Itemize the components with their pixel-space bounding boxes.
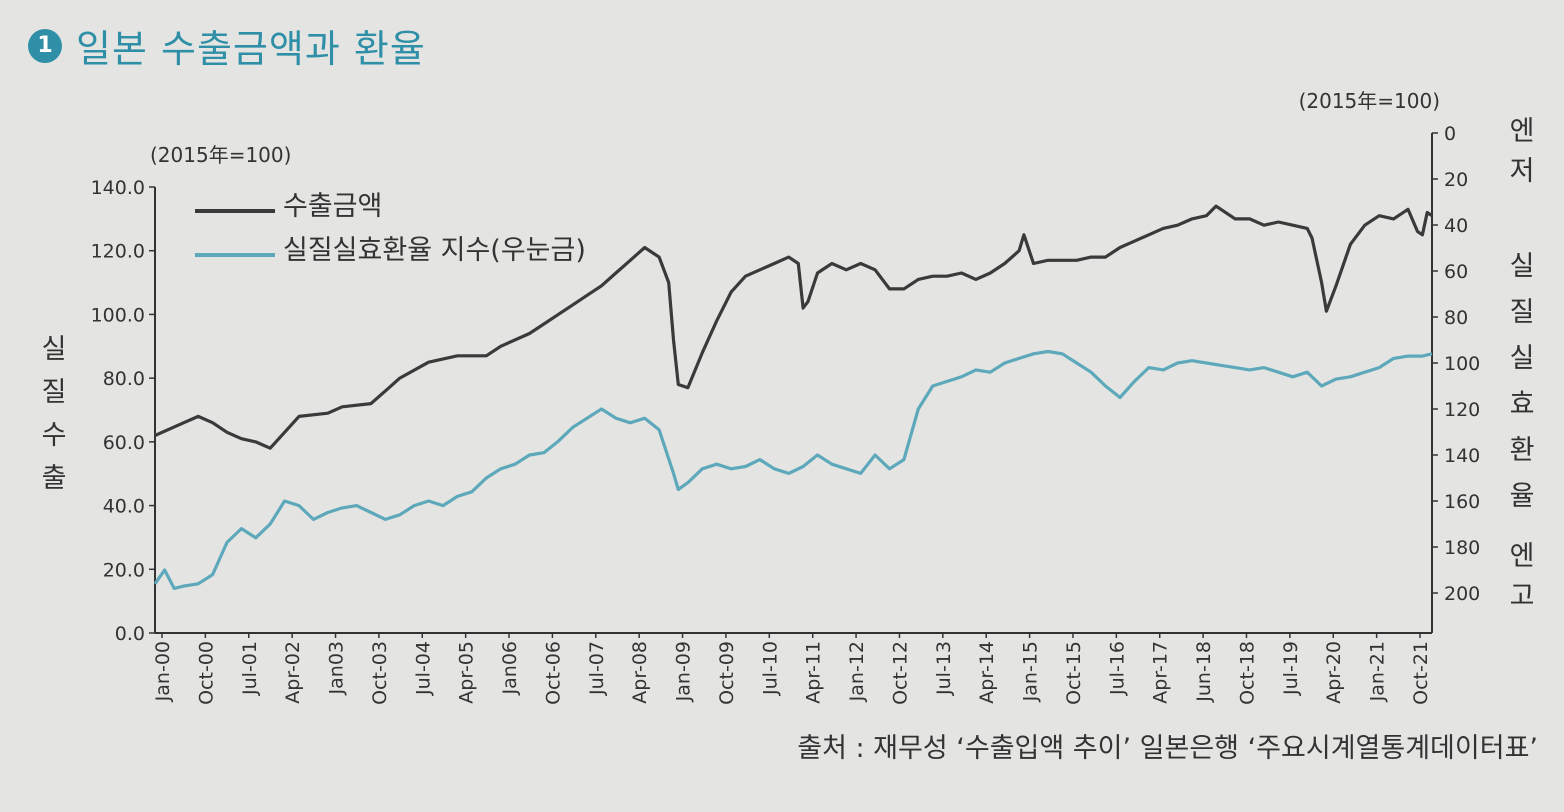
left-axis-label: 출 bbox=[42, 463, 67, 494]
x-tick-label: Jul-01 bbox=[239, 641, 261, 696]
left-axis-label: 수 bbox=[42, 420, 67, 451]
chart-heading: 1 일본 수출금액과 환율 bbox=[28, 18, 426, 73]
left-tick-label: 100.0 bbox=[91, 304, 145, 326]
x-tick-label: Apr-05 bbox=[456, 641, 478, 704]
x-tick-label: Oct-09 bbox=[716, 641, 738, 705]
x-tick-label: Jul-13 bbox=[933, 641, 955, 696]
right-axis-top-label: 엔 bbox=[1510, 116, 1535, 147]
left-unit-label: (2015年=100) bbox=[150, 143, 291, 167]
right-tick-label: 60 bbox=[1444, 261, 1468, 283]
x-tick-label: Apr-02 bbox=[282, 641, 304, 704]
x-tick-label: Apr-20 bbox=[1323, 641, 1345, 704]
right-tick-label: 20 bbox=[1444, 169, 1468, 191]
number-badge: 1 bbox=[28, 28, 62, 63]
right-tick-label: 140 bbox=[1444, 445, 1480, 467]
right-axis-label: 환 bbox=[1510, 435, 1535, 466]
right-axis-label: 효 bbox=[1510, 389, 1535, 420]
reer-series-line bbox=[153, 349, 1433, 590]
x-tick-label: Oct-21 bbox=[1410, 641, 1432, 705]
left-tick-label: 60.0 bbox=[103, 432, 145, 454]
x-tick-label: Jan03 bbox=[326, 641, 348, 695]
right-tick-label: 100 bbox=[1444, 353, 1480, 375]
left-tick-label: 20.0 bbox=[103, 559, 145, 581]
right-axis-label: 실 bbox=[1510, 251, 1535, 282]
x-tick-label: Jun-18 bbox=[1193, 641, 1215, 703]
left-axis-label: 질 bbox=[42, 377, 67, 408]
right-axis-bottom-label: 엔 bbox=[1510, 541, 1535, 572]
right-axis-bottom-label: 고 bbox=[1510, 581, 1535, 612]
x-tick-label: Oct-18 bbox=[1236, 641, 1258, 705]
left-tick-label: 140.0 bbox=[91, 177, 145, 199]
chart-title: 일본 수출금액과 환율 bbox=[76, 27, 426, 71]
x-tick-label: Jan-00 bbox=[152, 641, 174, 702]
left-tick-label: 80.0 bbox=[103, 368, 145, 390]
left-axis-label: 실 bbox=[42, 334, 67, 365]
right-axis-label: 율 bbox=[1510, 481, 1535, 512]
x-tick-label: Apr-14 bbox=[976, 641, 998, 704]
right-axis-label: 질 bbox=[1510, 297, 1535, 328]
x-tick-label: Jul-04 bbox=[412, 641, 434, 696]
legend-label-export: 수출금액 bbox=[283, 191, 382, 222]
right-axis-top-label: 저 bbox=[1510, 156, 1535, 187]
export-series-line bbox=[154, 204, 1433, 450]
x-tick-label: Oct-00 bbox=[195, 641, 217, 705]
x-tick-label: Jan-09 bbox=[673, 641, 695, 702]
x-tick-label: Jan06 bbox=[499, 641, 521, 695]
legend-label-reer: 실질실효환율 지수(우눈금) bbox=[283, 235, 586, 266]
right-tick-label: 0 bbox=[1444, 123, 1456, 145]
right-unit-label: (2015年=100) bbox=[1299, 89, 1440, 113]
x-tick-label: Jan-21 bbox=[1367, 641, 1389, 702]
right-tick-label: 80 bbox=[1444, 307, 1468, 329]
right-tick-label: 180 bbox=[1444, 537, 1480, 559]
x-tick-label: Apr-11 bbox=[803, 641, 825, 704]
x-tick-label: Oct-03 bbox=[369, 641, 391, 705]
right-tick-label: 160 bbox=[1444, 491, 1480, 513]
source-note: 출처 : 재무성 ‘수출입액 추이’ 일본은행 ‘주요시계열통계데이터표’ bbox=[797, 733, 1538, 764]
x-tick-label: Oct-06 bbox=[542, 641, 564, 705]
right-tick-label: 40 bbox=[1444, 215, 1468, 237]
x-tick-label: Jul-19 bbox=[1280, 641, 1302, 696]
left-tick-label: 0.0 bbox=[115, 623, 145, 645]
x-tick-label: Oct-12 bbox=[889, 641, 911, 705]
x-tick-label: Apr-08 bbox=[629, 641, 651, 704]
x-tick-label: Jul-16 bbox=[1106, 641, 1128, 696]
right-tick-label: 200 bbox=[1444, 583, 1480, 605]
x-tick-label: Jan-12 bbox=[846, 641, 868, 702]
left-tick-label: 120.0 bbox=[91, 241, 145, 263]
left-tick-label: 40.0 bbox=[103, 496, 145, 518]
x-tick-label: Jul-07 bbox=[586, 641, 608, 696]
x-tick-label: Jul-10 bbox=[759, 641, 781, 696]
right-axis-label: 실 bbox=[1510, 343, 1535, 374]
x-tick-label: Oct-15 bbox=[1063, 641, 1085, 705]
x-tick-label: Jan-15 bbox=[1020, 641, 1042, 702]
right-tick-label: 120 bbox=[1444, 399, 1480, 421]
x-tick-label: Apr-17 bbox=[1150, 641, 1172, 704]
